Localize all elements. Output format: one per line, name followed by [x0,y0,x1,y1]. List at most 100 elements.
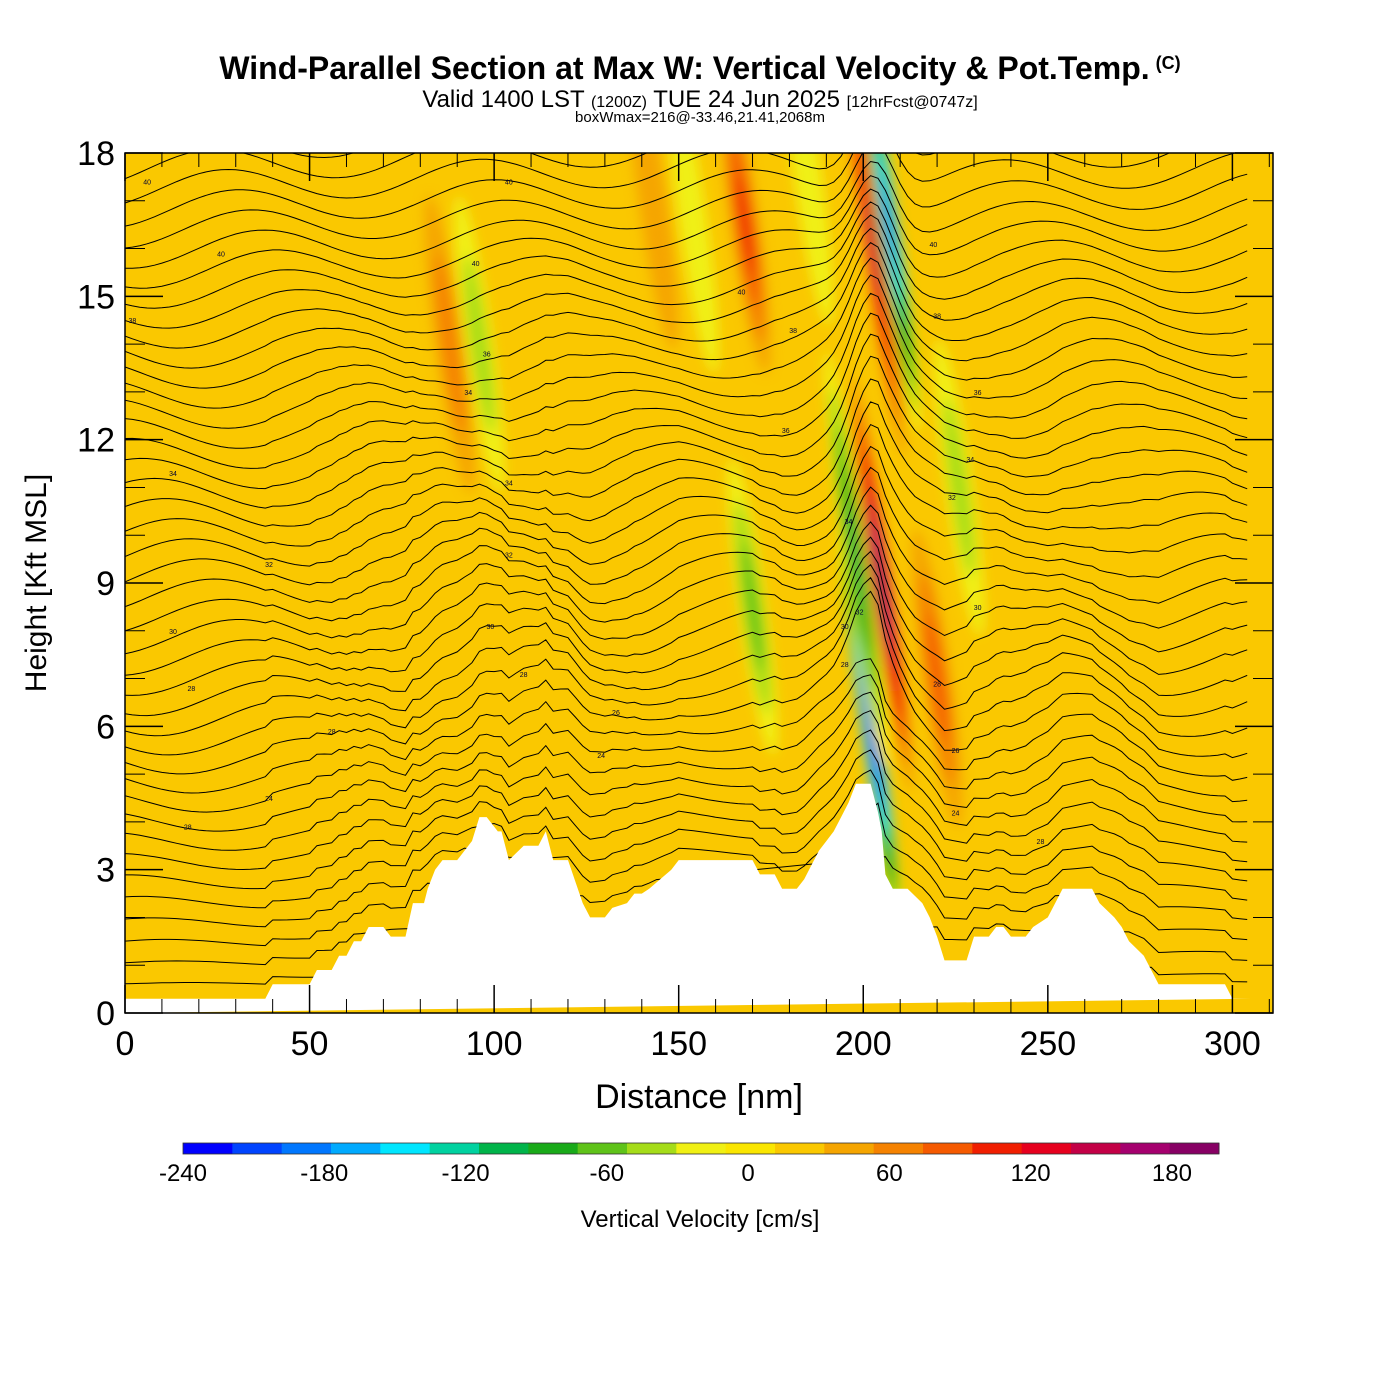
theta-contour-line [125,153,355,159]
contour-label: 32 [948,495,956,502]
contour-label: 24 [952,810,960,817]
contour-label: 24 [265,796,273,803]
x-axis-label: Distance [nm] [595,1078,803,1116]
theta-contour-line [125,257,1248,409]
contour-label: 40 [738,290,746,297]
theta-contour-line [125,214,1248,349]
colorbar-tick-label: -180 [300,1160,348,1187]
theta-contour-line [125,550,1248,717]
colorbar-tick-label: 180 [1152,1160,1192,1187]
colorbar-swatch [1120,1143,1171,1154]
w-mark [926,614,948,743]
colorbar-swatch [873,1143,924,1154]
contour-label: 32 [265,562,273,569]
colorbar-swatch [824,1143,875,1154]
theta-contour-line [125,536,1248,696]
theta-contour-line [125,153,1248,249]
theta-contour-line [125,401,1248,547]
colorbar-swatch [972,1143,1023,1154]
y-axis-label: Height [Kft MSL] [20,474,53,692]
w-mark [782,153,833,326]
contour-label: 26 [612,710,620,717]
colorbar-label: Vertical Velocity [cm/s] [580,1206,820,1233]
colorbar-swatch [1071,1143,1121,1154]
x-tick-label: 100 [466,1025,523,1063]
contour-label: 36 [483,352,491,359]
theta-contour-line [125,312,1248,469]
theta-contour-line [125,769,1248,909]
theta-contour-line [125,563,1248,737]
copyright-mark: (C) [1155,53,1181,73]
contour-label: 38 [789,328,797,335]
contour-label: 30 [169,629,177,636]
contour-label: 28 [1037,839,1045,846]
y-tick-label: 12 [77,422,115,460]
contour-label: 32 [856,610,864,617]
contour-label: 40 [930,242,938,249]
contour-label: 28 [841,662,849,669]
x-tick-label: 300 [1204,1025,1261,1063]
colorbar-tick-label: 120 [1011,1160,1051,1187]
terrain [125,783,1251,1013]
contour-label: 34 [169,471,177,478]
contour-label: 34 [966,457,974,464]
theta-contour-line [125,749,1248,890]
theta-contour-line [125,153,1238,227]
y-tick-label: 9 [96,565,115,603]
w-mark [944,398,975,577]
colorbar-swatch [676,1143,727,1154]
box-wmax: boxWmax=216@-33.46,21.41,2068m [575,109,825,126]
colorbar-swatch [923,1143,973,1154]
contour-label: 30 [974,605,982,612]
contour-label: 40 [217,251,225,258]
theta-contour-line [125,160,1248,269]
theta-contour-line [125,590,1248,775]
theta-contour-line [125,521,1248,676]
theta-contour-line [125,153,648,180]
theta-contour-line [125,227,1248,369]
theta-contour-line [125,292,1248,449]
theta-contours [125,153,1248,985]
valid-time: Valid 1400 LST (1200Z) TUE 24 Jun 2025 [… [422,86,978,113]
contour-labels: 40 40 38 34 32 30 28 28 24 28 40 40 36 34 34 32 30 28 26 24… [128,180,1044,846]
theta-contour-line [125,691,1248,832]
theta-contour-line [125,423,1248,567]
x-tick-label: 250 [1019,1025,1076,1063]
contour-label: 34 [845,519,853,526]
x-tick-label: 150 [650,1025,707,1063]
theta-contour-line [125,576,1248,756]
contour-label: 34 [505,481,513,488]
w-mark [866,701,876,752]
colorbar-swatch [528,1143,579,1154]
w-mark [668,153,719,374]
theta-contour-line [125,466,1248,608]
y-tick-label: 15 [77,278,115,316]
theta-contour-line [125,802,1248,928]
x-tick-label: 50 [291,1025,329,1063]
contour-label: 40 [472,261,480,268]
w-mark [464,254,495,434]
colorbar-swatch [232,1143,283,1154]
colorbar-tick-label: -240 [159,1160,207,1187]
colorbar-swatch [380,1143,431,1154]
contour-label: 28 [520,672,528,679]
colorbar-swatch [627,1143,677,1154]
theta-contour-line [125,274,1248,429]
colorbar-swatch [775,1143,825,1154]
y-tick-label: 18 [77,135,115,173]
theta-contour-line [125,486,1248,632]
colorbar-swatch [183,1143,233,1154]
theta-contour-line [125,188,1248,309]
contour-label: 24 [597,753,605,760]
contour-label: 32 [505,552,513,559]
x-tick-label: 0 [116,1025,135,1063]
theta-contour-line [125,709,1248,851]
theta-contour-line [125,153,1171,204]
contour-label: 30 [487,624,495,631]
theta-contour-line [125,378,1248,527]
colorbar-swatch [331,1143,381,1154]
colorbar-frame [182,1142,1220,1155]
y-tick-label: 6 [96,708,115,746]
theta-contour-line [125,674,1248,813]
theta-contour-line [125,504,1248,655]
